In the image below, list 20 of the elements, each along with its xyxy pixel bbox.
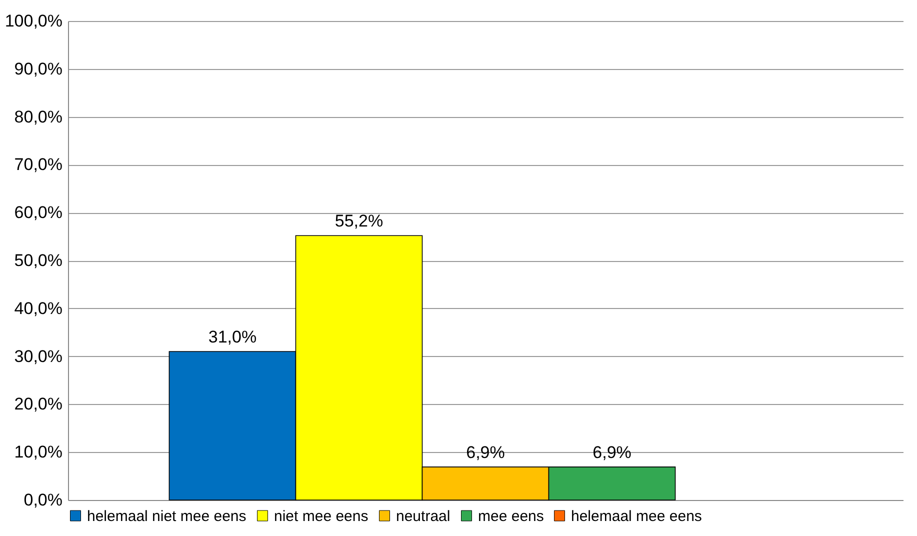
y-tick-label: 50,0% [14, 251, 62, 270]
data-label: 6,9% [592, 442, 632, 462]
y-tick-label: 90,0% [14, 59, 62, 78]
y-tick-label: 40,0% [14, 298, 62, 318]
y-tick-label: 60,0% [14, 203, 62, 222]
legend-label: neutraal [396, 508, 450, 525]
legend-label: helemaal niet mee eens [87, 508, 246, 525]
data-label: 55,2% [334, 212, 384, 231]
y-tick-label: 0,0% [24, 490, 62, 510]
data-label: 31,0% [208, 328, 257, 347]
legend-label: niet mee eens [274, 508, 368, 525]
y-tick-label: 20,0% [14, 394, 62, 414]
y-tick-label: 80,0% [14, 107, 62, 126]
y-tick-label: 100,0% [4, 12, 62, 30]
legend-label: helemaal mee eens [571, 508, 702, 525]
data-label: 6,9% [466, 442, 505, 462]
y-tick-label: 10,0% [14, 442, 62, 462]
y-tick-label: 70,0% [14, 155, 62, 174]
legend-label: mee eens [478, 508, 544, 525]
y-tick-label: 30,0% [14, 346, 62, 366]
